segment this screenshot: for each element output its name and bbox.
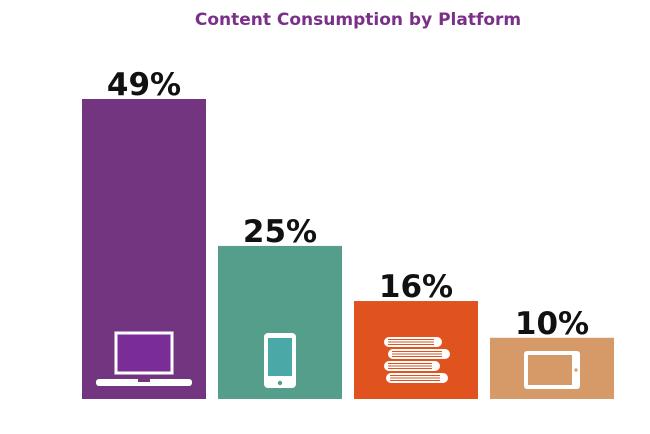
books-icon: [384, 337, 450, 383]
laptop-icon: [96, 331, 192, 386]
smartphone-icon: [264, 333, 296, 388]
bar-value-label: 10%: [515, 306, 589, 342]
tablet-icon: [524, 351, 580, 389]
chart-title: Content Consumption by Platform: [194, 10, 522, 30]
icons-layer: [96, 331, 580, 389]
labels-layer: 49% 25% 16% 10%: [107, 67, 589, 342]
bar-value-label: 25%: [243, 214, 317, 250]
bar-value-label: 49%: [107, 67, 181, 103]
bar-value-label: 16%: [379, 269, 453, 305]
